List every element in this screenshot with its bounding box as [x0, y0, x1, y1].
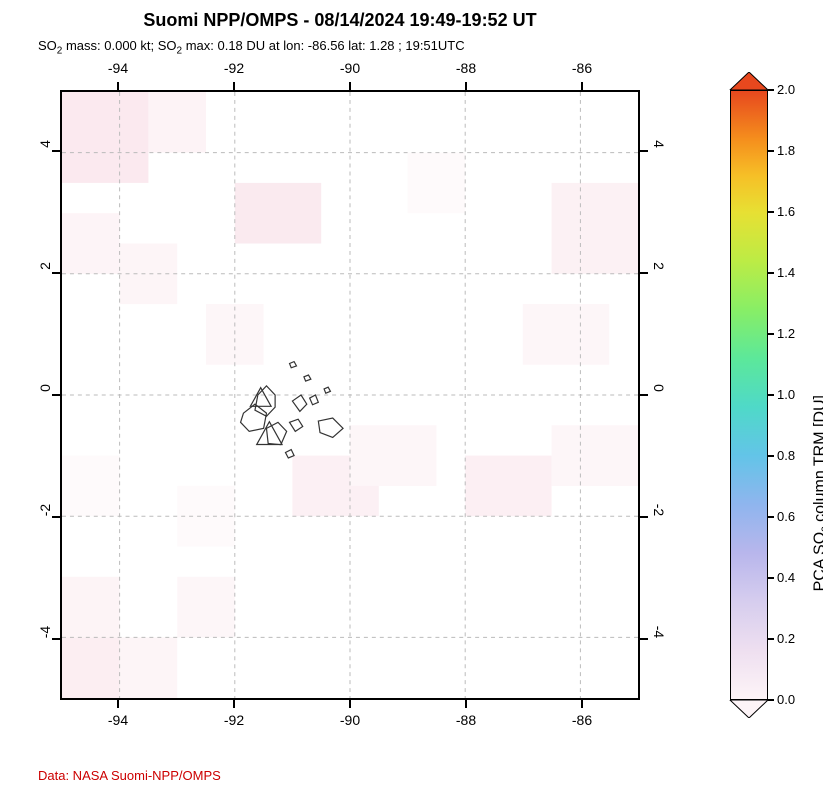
map-plot	[60, 90, 640, 700]
x-tick-top	[117, 82, 119, 90]
chart-title: Suomi NPP/OMPS - 08/14/2024 19:49-19:52 …	[0, 10, 680, 31]
colorbar	[730, 90, 768, 700]
subtitle-seg-1: SO	[38, 38, 57, 53]
plot-svg	[62, 92, 638, 698]
y-tick-left	[52, 272, 60, 274]
y-label-left: -2	[37, 495, 53, 525]
x-tick-bottom	[465, 700, 467, 708]
colorbar-gradient	[730, 90, 768, 700]
colorbar-tick	[768, 211, 774, 213]
y-label-left: 0	[37, 373, 53, 403]
x-tick-bottom	[581, 700, 583, 708]
x-label-bottom: -88	[451, 712, 481, 728]
colorbar-tick-label: 0.2	[777, 631, 795, 646]
chart-subtitle: SO2 mass: 0.000 kt; SO2 max: 0.18 DU at …	[38, 38, 465, 57]
colorbar-tick-label: 1.6	[777, 204, 795, 219]
colorbar-tick	[768, 638, 774, 640]
colorbar-tick-label: 0.4	[777, 570, 795, 585]
y-label-right: 4	[651, 129, 667, 159]
x-label-top: -94	[103, 60, 133, 76]
x-label-top: -90	[335, 60, 365, 76]
y-tick-left	[52, 150, 60, 152]
colorbar-tick	[768, 333, 774, 335]
cb-title-prefix: PCA SO	[811, 532, 823, 592]
cb-title-suffix: column TRM [DU]	[811, 395, 823, 526]
x-label-bottom: -94	[103, 712, 133, 728]
y-label-left: -4	[37, 617, 53, 647]
y-tick-left	[52, 394, 60, 396]
subtitle-seg-2: mass: 0.000 kt; SO	[62, 38, 176, 53]
colorbar-tick-label: 1.2	[777, 326, 795, 341]
colorbar-tick-label: 1.4	[777, 265, 795, 280]
y-tick-right	[640, 516, 648, 518]
colorbar-tick-label: 0.0	[777, 692, 795, 707]
data-credit: Data: NASA Suomi-NPP/OMPS	[38, 768, 221, 783]
colorbar-arrow-top	[729, 72, 769, 90]
colorbar-arrow-bottom	[729, 700, 769, 718]
x-label-bottom: -92	[219, 712, 249, 728]
colorbar-tick-label: 1.0	[777, 387, 795, 402]
x-label-bottom: -90	[335, 712, 365, 728]
x-tick-top	[581, 82, 583, 90]
x-label-top: -92	[219, 60, 249, 76]
x-tick-bottom	[117, 700, 119, 708]
y-label-right: -4	[651, 617, 667, 647]
y-tick-right	[640, 638, 648, 640]
y-tick-left	[52, 638, 60, 640]
x-label-top: -86	[567, 60, 597, 76]
y-label-right: 2	[651, 251, 667, 281]
x-label-top: -88	[451, 60, 481, 76]
y-label-left: 2	[37, 251, 53, 281]
y-tick-right	[640, 150, 648, 152]
x-tick-top	[349, 82, 351, 90]
colorbar-tick	[768, 150, 774, 152]
y-label-left: 4	[37, 129, 53, 159]
colorbar-tick	[768, 516, 774, 518]
colorbar-tick	[768, 272, 774, 274]
colorbar-title: PCA SO2 column TRM [DU]	[811, 395, 823, 591]
colorbar-tick-label: 2.0	[777, 82, 795, 97]
x-tick-top	[233, 82, 235, 90]
colorbar-tick-label: 1.8	[777, 143, 795, 158]
subtitle-seg-3: max: 0.18 DU at lon: -86.56 lat: 1.28 ; …	[182, 38, 465, 53]
y-tick-right	[640, 394, 648, 396]
x-label-bottom: -86	[567, 712, 597, 728]
colorbar-tick	[768, 455, 774, 457]
y-tick-right	[640, 272, 648, 274]
colorbar-tick-label: 0.6	[777, 509, 795, 524]
colorbar-tick-label: 0.8	[777, 448, 795, 463]
colorbar-tick	[768, 577, 774, 579]
y-tick-left	[52, 516, 60, 518]
y-label-right: 0	[651, 373, 667, 403]
x-tick-top	[465, 82, 467, 90]
x-tick-bottom	[233, 700, 235, 708]
colorbar-tick	[768, 394, 774, 396]
x-tick-bottom	[349, 700, 351, 708]
y-label-right: -2	[651, 495, 667, 525]
